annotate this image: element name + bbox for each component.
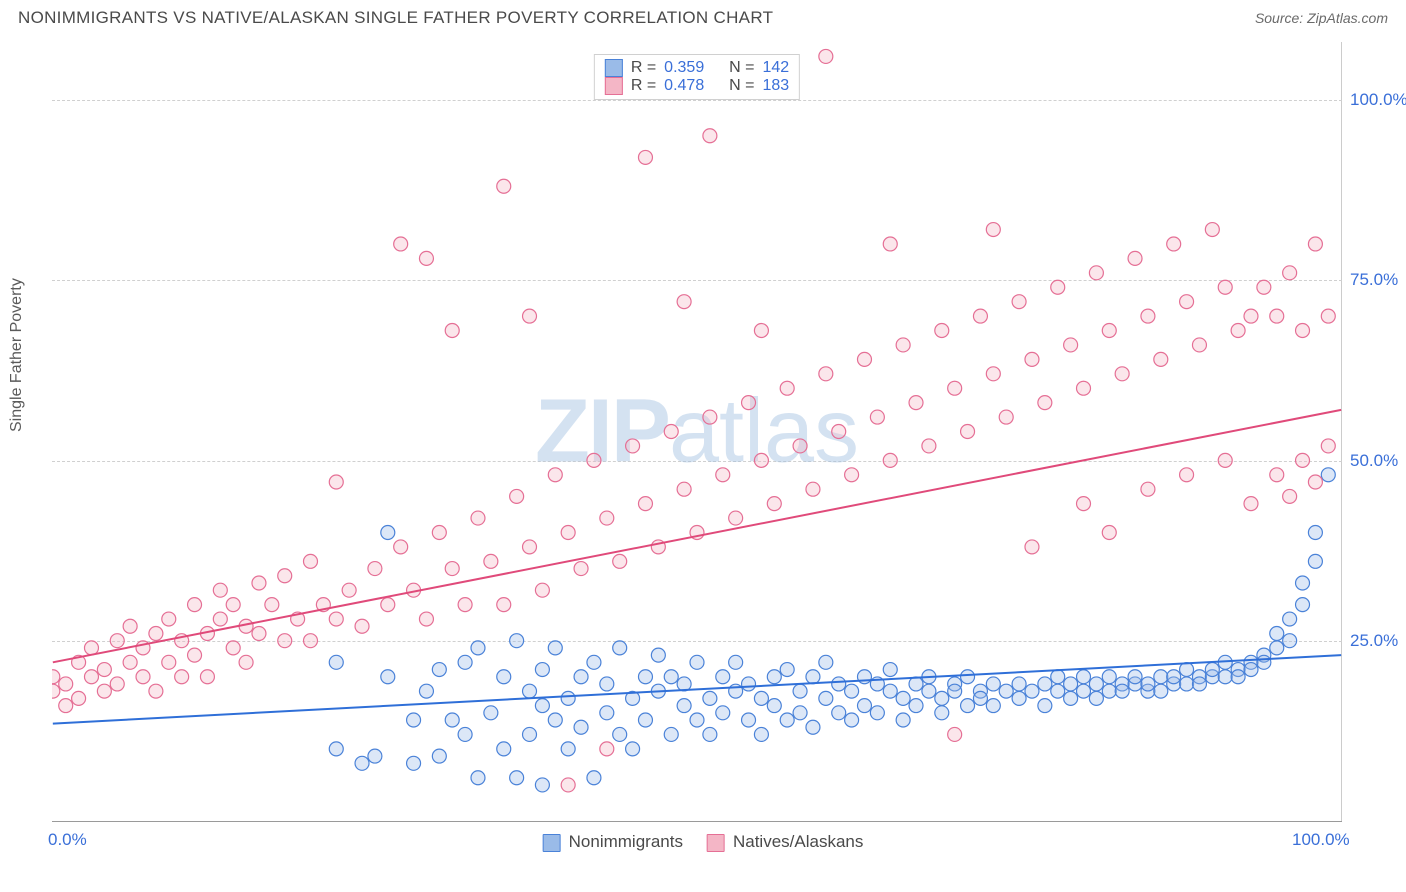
regression-line (53, 410, 1341, 662)
n-value-1: 183 (762, 77, 789, 95)
chart-source: Source: ZipAtlas.com (1255, 10, 1388, 26)
legend-series-swatch-1 (707, 834, 725, 852)
chart-header: NONIMMIGRANTS VS NATIVE/ALASKAN SINGLE F… (0, 0, 1406, 32)
y-tick-label: 25.0% (1350, 631, 1398, 651)
legend-corr-row-0: R = 0.359 N = 142 (605, 59, 789, 77)
r-value-1: 0.478 (664, 77, 704, 95)
plot-area: ZIPatlas R = 0.359 N = 142 R = 0.478 N =… (52, 42, 1342, 822)
r-label-0: R = (631, 59, 656, 77)
n-label-0: N = (729, 59, 754, 77)
chart-container: Single Father Poverty ZIPatlas R = 0.359… (0, 32, 1406, 882)
legend-corr-row-1: R = 0.478 N = 183 (605, 77, 789, 95)
y-axis-label: Single Father Poverty (8, 278, 26, 432)
legend-correlation: R = 0.359 N = 142 R = 0.478 N = 183 (594, 54, 800, 100)
n-value-0: 142 (762, 59, 789, 77)
n-label-1: N = (729, 77, 754, 95)
r-value-0: 0.359 (664, 59, 704, 77)
legend-series-1: Natives/Alaskans (707, 832, 863, 852)
r-label-1: R = (631, 77, 656, 95)
x-tick-label: 100.0% (1292, 830, 1350, 850)
regression-lines-layer (52, 42, 1342, 821)
y-tick-label: 100.0% (1350, 90, 1406, 110)
legend-series-label-0: Nonimmigrants (569, 832, 683, 851)
legend-series-0: Nonimmigrants (543, 832, 683, 852)
legend-series-label-1: Natives/Alaskans (733, 832, 863, 851)
regression-line (53, 655, 1341, 724)
legend-series-swatch-0 (543, 834, 561, 852)
x-tick-label: 0.0% (48, 830, 87, 850)
legend-series: Nonimmigrants Natives/Alaskans (543, 832, 864, 852)
y-tick-label: 75.0% (1350, 270, 1398, 290)
y-tick-label: 50.0% (1350, 451, 1398, 471)
legend-swatch-0 (605, 59, 623, 77)
chart-title: NONIMMIGRANTS VS NATIVE/ALASKAN SINGLE F… (18, 8, 773, 28)
legend-swatch-1 (605, 77, 623, 95)
